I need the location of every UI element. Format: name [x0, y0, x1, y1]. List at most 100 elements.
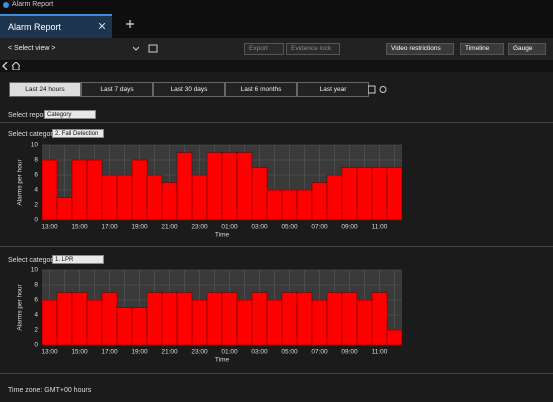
tab-close[interactable] [99, 23, 105, 29]
separator [0, 373, 553, 374]
x-tick-label: 03:00 [251, 224, 268, 231]
bar [236, 152, 253, 221]
bar [281, 292, 298, 346]
x-tick-label: 15:00 [71, 224, 88, 231]
y-axis-label: Alarms per hour [17, 284, 24, 331]
x-tick-label: 21:00 [161, 349, 178, 356]
bar [176, 292, 193, 346]
bar [371, 292, 388, 346]
x-tick-label: 17:00 [101, 349, 118, 356]
bar [206, 152, 223, 221]
x-tick-label: 17:00 [101, 224, 118, 231]
bar [56, 292, 73, 346]
x-tick-label: 09:00 [341, 349, 358, 356]
dropdown-arrow [133, 46, 139, 51]
bar [131, 307, 148, 346]
x-axis-label: Time [215, 232, 230, 239]
bar [266, 299, 283, 346]
toolbar-button[interactable]: Evidence lock [286, 43, 340, 55]
toolbar-button[interactable]: Gauge [508, 43, 546, 55]
range-button[interactable]: Last 30 days [153, 82, 225, 97]
x-tick-label: 23:00 [191, 349, 208, 356]
x-tick-label: 03:00 [251, 349, 268, 356]
bar [161, 182, 178, 221]
x-tick-label: 05:00 [281, 349, 298, 356]
report-label: Select report: [8, 112, 50, 119]
add-tab[interactable] [126, 20, 134, 28]
nav-icons[interactable] [2, 62, 20, 70]
bar [176, 152, 193, 221]
y-tick-label: 2 [34, 202, 38, 209]
x-axis-label: Time [215, 357, 230, 364]
bar [86, 159, 103, 221]
bar [131, 159, 148, 221]
bar [386, 329, 403, 346]
range-button[interactable]: Last year [297, 82, 369, 97]
window-title: Alarm Report [12, 1, 54, 8]
bar [251, 167, 268, 221]
save-refresh-icons[interactable] [368, 85, 388, 94]
chart: 0 2 4 6 8 10 13:00 15:00 17:00 19:00 21:00 23:00 01:… [17, 267, 403, 364]
view-selector[interactable]: < Select view > [8, 45, 56, 52]
bar [311, 299, 328, 346]
chart: 0 2 4 6 8 10 13:00 15:00 17:00 19:00 21:00 23:00 01:… [17, 142, 403, 239]
bar [116, 174, 133, 221]
category-select[interactable]: 2. Fall Detection [52, 129, 104, 138]
range-button[interactable]: Last 7 days [81, 82, 153, 97]
x-tick-label: 19:00 [131, 349, 148, 356]
bar [86, 299, 103, 346]
bar [116, 307, 133, 346]
setup-icon[interactable] [148, 44, 158, 53]
x-tick-label: 11:00 [372, 224, 388, 231]
bar [161, 292, 178, 346]
bar [326, 174, 343, 221]
bar [71, 159, 88, 221]
toolbar-button[interactable]: Video restrictions [386, 43, 454, 55]
y-tick-label: 8 [34, 157, 38, 164]
category-label: Select category: [8, 131, 59, 138]
bar [341, 292, 358, 346]
x-tick-label: 13:00 [41, 349, 58, 356]
timezone: Time zone: GMT+00 hours [8, 387, 92, 394]
x-tick-label: 05:00 [281, 224, 298, 231]
bar [296, 292, 313, 346]
bar [146, 174, 163, 221]
category-select[interactable]: 1. LPR [52, 255, 104, 264]
y-tick-label: 0 [34, 342, 38, 349]
range-button[interactable]: Last 24 hours [9, 82, 81, 97]
toolbar-button[interactable]: Timeline [460, 43, 504, 55]
tab[interactable]: Alarm Report [0, 14, 112, 38]
bar [281, 189, 298, 221]
y-tick-label: 0 [34, 217, 38, 224]
y-tick-label: 10 [31, 142, 39, 149]
range-button[interactable]: Last 6 months [225, 82, 297, 97]
nav-bar [0, 60, 553, 72]
y-tick-label: 2 [34, 327, 38, 334]
bar [221, 152, 238, 221]
x-tick-label: 23:00 [191, 224, 208, 231]
bar [386, 167, 403, 221]
report-select[interactable]: Category [44, 110, 96, 119]
bar [56, 197, 73, 221]
bar [101, 174, 118, 221]
bar [251, 292, 268, 346]
x-tick-label: 07:00 [311, 349, 328, 356]
y-tick-label: 4 [34, 187, 38, 194]
y-tick-label: 10 [31, 267, 39, 274]
y-tick-label: 4 [34, 312, 38, 319]
x-tick-label: 13:00 [41, 224, 58, 231]
x-tick-label: 11:00 [372, 349, 388, 356]
x-tick-label: 21:00 [161, 224, 178, 231]
bar [371, 167, 388, 221]
bar [311, 182, 328, 221]
x-tick-label: 01:00 [221, 224, 238, 231]
bar [266, 189, 283, 221]
separator [0, 246, 553, 247]
bar [146, 292, 163, 346]
bar [206, 292, 223, 346]
y-tick-label: 6 [34, 297, 38, 304]
toolbar-button[interactable]: Export [244, 43, 284, 55]
app-icon [3, 2, 9, 8]
bar [101, 292, 118, 346]
